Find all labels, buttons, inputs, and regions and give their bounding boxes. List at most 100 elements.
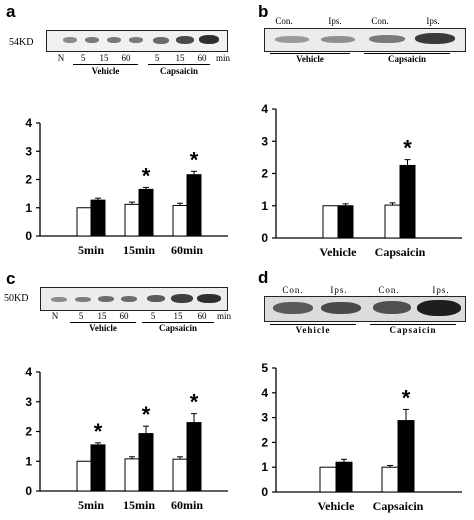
group-underline [370,324,456,325]
significance-star: * [402,385,411,410]
x-tick-label: Vehicle [318,499,356,513]
lane-label: Con. [378,285,400,295]
bar [90,199,106,237]
bar [384,204,401,239]
bar-chart-a: 0 1 2 3 4 5min * 15min * 60min [25,116,228,257]
lane-unit-label: min [215,53,230,63]
lane-label: 15 [99,53,109,63]
group-label-vehicle: Vehicle [89,323,117,333]
group-underline [270,53,350,54]
group-underline [73,64,138,65]
bar [124,203,140,237]
y-tick-label: 3 [261,411,268,425]
y-tick-label: 1 [261,199,268,213]
y-tick-label: 1 [25,201,32,215]
x-tick-label: 60min [171,243,203,257]
lane-label: 15 [97,311,107,321]
x-tick-label: 15min [123,498,155,512]
group-label-capsaicin: Capsaicin [387,54,426,64]
bar-chart-b: 0 1 2 3 4 Vehicle * Capsaicin [261,102,462,259]
significance-star: * [190,390,199,415]
panel-letter-b: b [258,2,269,21]
western-blot-a [46,30,228,52]
y-tick-label: 3 [25,144,32,158]
blot-size-label-c: 50KD [4,293,29,304]
bar [397,420,415,493]
x-tick-label: 15min [123,243,155,257]
bar [335,461,353,493]
significance-star: * [142,402,151,427]
lane-label: 60 [197,311,207,321]
lane-label: Ips. [426,16,440,26]
panel-letter-c: c [6,269,16,288]
lane-label: 5 [150,311,156,321]
bar [172,204,188,237]
bar [186,422,202,492]
x-tick-label: 5min [78,243,104,257]
group-label-capsaicin: Capsaicin [159,66,198,76]
lane-unit-label: min [216,311,231,321]
group-label-capsaicin: Capsaicin [389,325,437,335]
bar-chart-c: 0 1 2 3 4 * 5min * 15min * 60min [25,365,228,512]
lane-label: Ips. [432,285,450,295]
y-tick-label: 1 [261,460,268,474]
bar [337,205,354,239]
lane-label: 5 [154,53,160,63]
y-tick-label: 2 [25,173,32,187]
lane-label: 15 [175,53,185,63]
x-tick-label: Capsaicin [373,499,424,513]
bar [399,164,416,239]
group-underline [142,322,214,323]
lane-label: Ips. [328,16,342,26]
bar [381,466,399,493]
y-tick-label: 1 [25,454,32,468]
bar [186,174,202,237]
x-tick-label: Capsaicin [375,245,426,259]
group-label-vehicle: Vehicle [91,66,120,76]
x-tick-label: Vehicle [320,245,358,259]
y-tick-label: 0 [25,229,32,243]
group-underline [70,322,136,323]
y-tick-label: 4 [261,102,268,116]
lane-label: 15 [173,311,183,321]
bar [138,188,154,237]
bar [138,433,154,492]
panel-letter-d: d [258,268,269,287]
y-tick-label: 2 [261,435,268,449]
y-tick-label: 0 [261,485,268,499]
blot-size-label-a: 54KD [9,37,34,48]
y-tick-label: 4 [261,386,268,400]
lane-label: Con. [282,285,304,295]
lane-label: Con. [275,16,293,26]
y-tick-label: 4 [25,116,32,130]
significance-star: * [94,419,103,444]
x-tick-label: 60min [171,498,203,512]
bar [76,207,92,237]
group-label-vehicle: Vehicle [295,325,331,335]
western-blot-b [264,28,466,52]
y-tick-label: 5 [261,361,268,375]
bar-chart-d: 0 1 2 3 4 5 Vehicle * Capsaicin [261,361,462,513]
group-underline [148,64,210,65]
lane-label: 5 [80,53,86,63]
lane-label: Ips. [330,285,348,295]
bar [322,205,339,239]
lane-label: 60 [119,311,129,321]
y-tick-label: 2 [261,167,268,181]
y-tick-label: 3 [25,395,32,409]
y-tick-label: 4 [25,365,32,379]
y-tick-label: 0 [25,484,32,498]
group-underline [270,324,356,325]
bar [319,466,337,493]
bar [90,444,106,492]
panel-letter-a: a [6,2,16,21]
lane-label: N [57,53,65,63]
lane-label: 5 [78,311,84,321]
western-blot-d [264,296,466,322]
bar [172,458,188,492]
y-tick-label: 3 [261,134,268,148]
bar [124,458,140,492]
y-tick-label: 0 [261,231,268,245]
group-label-capsaicin: Capsaicin [158,323,197,333]
x-tick-label: 5min [78,498,104,512]
